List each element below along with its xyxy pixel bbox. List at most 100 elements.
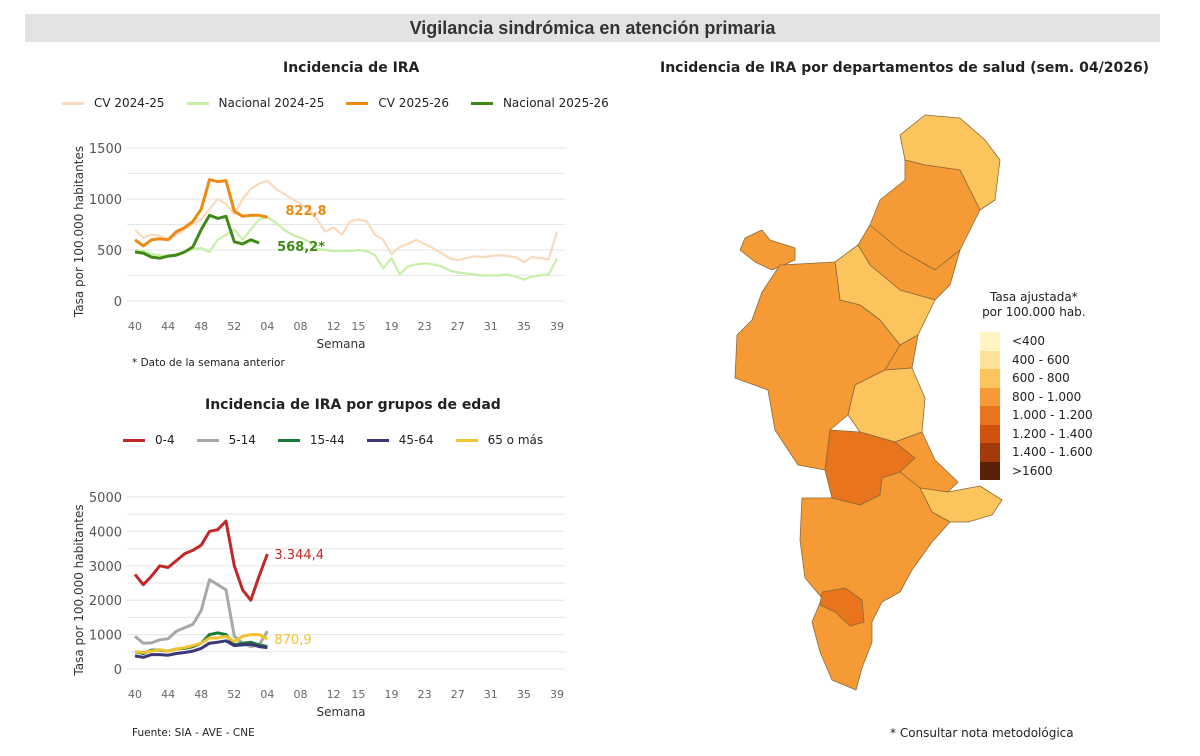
y-tick-label: 1000 (89, 193, 122, 208)
y-tick-label: 5000 (89, 491, 122, 506)
x-tick-label: 48 (194, 320, 208, 333)
y-tick-label: 0 (114, 663, 122, 678)
legend-swatch (62, 101, 84, 105)
legend-item: 15-44 (277, 433, 345, 447)
map-legend-swatch (980, 387, 1000, 406)
legend-swatch (470, 101, 493, 105)
x-tick-label: 15 (351, 688, 365, 701)
map-legend-item: 1.000 - 1.200 (975, 406, 1093, 425)
x-tick-label: 19 (385, 688, 399, 701)
map-legend-title: Tasa ajustada* (989, 290, 1078, 304)
x-tick-label: 31 (484, 320, 498, 333)
series-line-65-o-más (134, 633, 269, 654)
legend-label: 15-44 (309, 433, 345, 447)
y-tick-label: 500 (97, 244, 122, 259)
map-legend-label: 1.400 - 1.600 (1012, 445, 1093, 460)
map-legend-subtitle: por 100.000 hab. (982, 305, 1086, 319)
department-region (819, 587, 865, 627)
x-tick-label: 12 (327, 320, 341, 333)
department-region (799, 471, 951, 691)
map-legend-item: 800 - 1.000 (975, 387, 1093, 406)
x-tick-label: 44 (161, 320, 175, 333)
legend-label: 0-4 (155, 433, 175, 447)
map-legend-item: 400 - 600 (975, 350, 1093, 369)
chart1-note: * Dato de la semana anterior (132, 357, 285, 369)
chart-1: 0 500 1000 1500 40 44 48 52 04 08 12 15 19 23 27 31 35 39… (72, 142, 565, 351)
data-label: 870,9 (274, 633, 311, 648)
legend-label: Nacional 2025-26 (502, 96, 609, 110)
series-line-nacional-2024-25 (134, 216, 558, 281)
chart2-legend: 0-4 5-14 15-44 45-64 65 o más (123, 433, 565, 447)
legend-swatch (455, 438, 478, 442)
x-tick-label: 04 (260, 320, 274, 333)
y-axis-label: Tasa por 100.000 habitantes (72, 504, 86, 676)
x-tick-label: 40 (128, 688, 142, 701)
map-legend-item: 600 - 800 (975, 369, 1093, 388)
legend-label: 65 o más (487, 433, 544, 447)
x-tick-label: 31 (484, 688, 498, 701)
chart2-title: Incidencia de IRA por grupos de edad (205, 397, 501, 413)
legend-item: 65 o más (455, 433, 544, 447)
x-tick-label: 08 (293, 320, 307, 333)
map-legend-swatch (980, 369, 1000, 388)
x-tick-label: 15 (351, 320, 365, 333)
map-legend-label: 600 - 800 (1012, 371, 1070, 386)
x-axis-label: Semana (316, 337, 365, 351)
x-tick-label: 40 (128, 320, 142, 333)
x-tick-label: 23 (418, 320, 432, 333)
chart-2: 0 1000 2000 3000 4000 5000 40 44 48 52 04 08 12 15 19 2… (72, 491, 565, 719)
legend-swatch (277, 438, 300, 442)
map-legend-label: >1600 (1012, 463, 1053, 478)
legend-item: CV 2024-25 (62, 96, 165, 110)
x-tick-label: 08 (293, 688, 307, 701)
y-tick-label: 1000 (89, 629, 122, 644)
legend-item: 0-4 (123, 433, 175, 447)
legend-swatch (123, 438, 145, 442)
chart1-title: Incidencia de IRA (283, 60, 420, 76)
x-tick-label: 39 (550, 320, 564, 333)
legend-item: CV 2025-26 (346, 96, 449, 110)
data-label: 822,8 (285, 204, 326, 219)
legend-item: Nacional 2024-25 (186, 96, 325, 110)
x-tick-label: 44 (161, 688, 175, 701)
x-tick-label: 52 (227, 320, 241, 333)
legend-swatch (366, 438, 389, 442)
source-note: Fuente: SIA - AVE - CNE (132, 727, 255, 739)
x-tick-label: 48 (194, 688, 208, 701)
data-label: 3.344,4 (274, 548, 324, 563)
map-footnote: * Consultar nota metodológica (890, 726, 1074, 740)
x-tick-label: 35 (517, 320, 531, 333)
legend-swatch (346, 101, 369, 105)
chart1-legend: CV 2024-25 Nacional 2024-25 CV 2025-26 Naci… (62, 96, 631, 110)
legend-swatch (186, 101, 209, 105)
map-legend-swatch (980, 350, 1000, 369)
legend-label: Nacional 2024-25 (218, 96, 325, 110)
x-tick-label: 27 (451, 688, 465, 701)
map-legend-label: 800 - 1.000 (1012, 389, 1082, 404)
map-legend-item: 1.200 - 1.400 (975, 424, 1093, 443)
legend-label: 5-14 (228, 433, 256, 447)
y-tick-label: 1500 (89, 142, 122, 157)
data-label: 568,2* (277, 240, 325, 255)
map-legend-label: <400 (1012, 334, 1045, 349)
series-line-cv-2025-26 (134, 178, 268, 248)
map-legend-item: 1.400 - 1.600 (975, 443, 1093, 462)
x-tick-label: 23 (418, 688, 432, 701)
map-legend-label: 400 - 600 (1012, 352, 1070, 367)
x-tick-label: 04 (260, 688, 274, 701)
map-title: Incidencia de IRA por departamentos de s… (660, 60, 1150, 76)
y-tick-label: 4000 (89, 525, 122, 540)
series-line-cv-2024-25 (134, 179, 559, 264)
x-tick-label: 12 (327, 688, 341, 701)
map-legend-swatch (980, 461, 1000, 480)
map-legend: Tasa ajustada* por 100.000 hab. <400 400 … (975, 290, 1093, 480)
department-region (739, 229, 796, 271)
page-title: Vigilancia sindrómica en atención primar… (25, 14, 1160, 42)
map-legend-swatch (980, 424, 1000, 443)
series-line-45-64 (134, 639, 268, 659)
y-axis-label: Tasa por 100.000 habitantes (72, 146, 86, 318)
legend-item: Nacional 2025-26 (470, 96, 609, 110)
series-line-nacional-2025-26 (134, 213, 260, 260)
map-legend-item: <400 (975, 332, 1093, 351)
